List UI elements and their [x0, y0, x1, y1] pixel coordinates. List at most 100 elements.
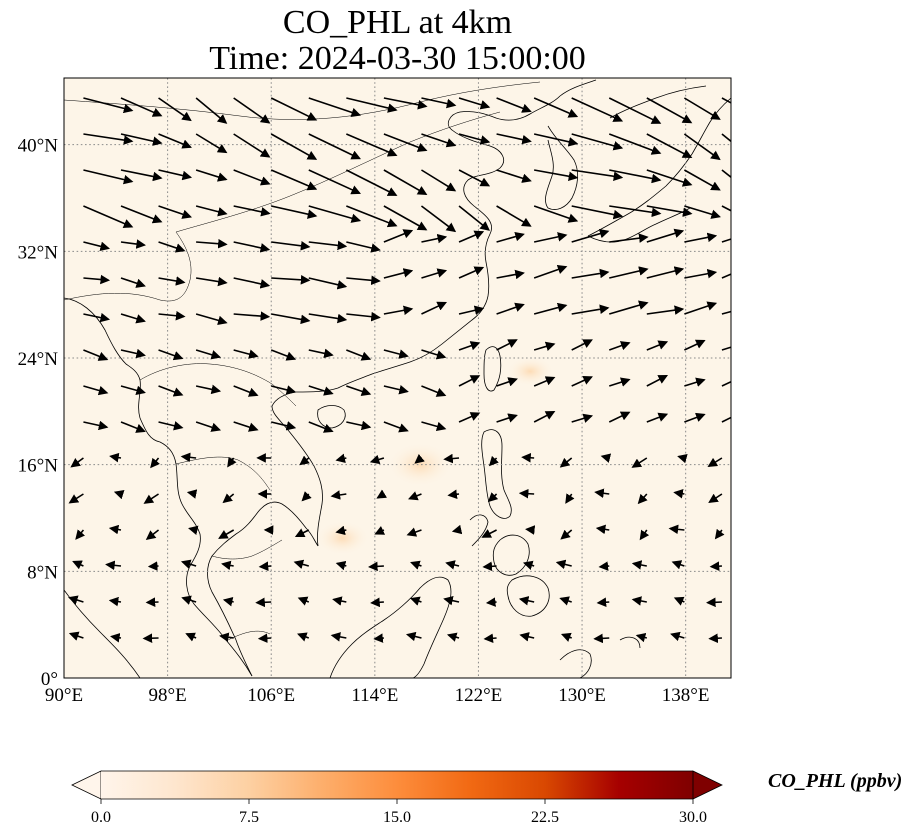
wind-vector [113, 490, 125, 500]
wind-vector [496, 133, 532, 145]
wind-vector [571, 205, 624, 220]
wind-vector [346, 97, 398, 113]
wind-vector [421, 169, 457, 192]
wind-vector [673, 596, 685, 606]
wind-vector [594, 488, 610, 499]
wind-vector [383, 305, 414, 316]
wind-vector [308, 421, 334, 433]
wind-vector [485, 597, 497, 607]
map-title-line2: Time: 2024-03-30 15:00:00 [209, 40, 586, 77]
wind-vector [488, 455, 499, 467]
wind-vector [458, 375, 481, 387]
lon-axis: 90°E 98°E 106°E 114°E 122°E 130°E 138°E [45, 685, 710, 706]
wind-vectors [68, 97, 731, 644]
colorbar-body [101, 771, 693, 799]
wind-vector [346, 385, 372, 396]
wind-vector [420, 205, 457, 233]
wind-vector [646, 412, 669, 423]
wind-vector [145, 529, 160, 540]
wind-vector [108, 524, 122, 535]
wind-vector [83, 205, 134, 228]
wind-vector [195, 349, 222, 360]
wind-vector [330, 490, 347, 500]
wind-vector [158, 133, 192, 149]
wind-vector [721, 273, 731, 279]
lat-tick-label: 24°N [18, 349, 59, 370]
wind-vector [521, 452, 535, 463]
wind-vector [571, 97, 624, 122]
wind-vector [646, 340, 669, 351]
map-title-line1: CO_PHL at 4km [282, 4, 513, 41]
wind-vector [186, 489, 198, 499]
wind-vector [195, 97, 228, 124]
wind-vector [646, 97, 693, 124]
wind-vector [458, 230, 485, 243]
wind-vector [668, 524, 685, 535]
wind-vector [233, 133, 271, 158]
wind-vector [70, 457, 84, 468]
wind-vector [195, 133, 228, 154]
wind-vector [185, 632, 197, 642]
wind-vector [421, 349, 447, 360]
wind-vector [181, 595, 197, 605]
wind-vector [270, 97, 318, 121]
wind-vector [110, 633, 122, 643]
wind-vector [346, 241, 381, 253]
wind-vector [683, 97, 721, 120]
wind-vector [308, 277, 348, 290]
wind-vector [671, 560, 685, 570]
wind-vector [346, 275, 381, 286]
wind-vector [105, 560, 122, 571]
wind-vector [443, 595, 460, 606]
wind-vector [368, 561, 384, 572]
wind-vector [308, 169, 362, 195]
wind-vector [631, 457, 648, 468]
wind-vector [158, 310, 186, 321]
wind-vector [335, 560, 347, 571]
wind-vector [458, 169, 491, 187]
wind-vector [609, 233, 649, 243]
wind-vector [294, 528, 310, 537]
wind-vector [708, 633, 722, 644]
wind-vector [68, 493, 84, 504]
wind-vector [271, 385, 297, 395]
wind-vector [714, 528, 725, 540]
lat-axis: 0° 8°N 16°N 24°N 32°N 40°N [18, 136, 59, 690]
wind-vector [683, 169, 721, 191]
wind-vector [518, 596, 535, 606]
wind-vector [458, 205, 490, 231]
wind-vector [376, 489, 388, 499]
wind-vector [120, 348, 146, 359]
wind-vector [684, 301, 718, 315]
wind-vector [571, 228, 610, 243]
wind-vector [335, 525, 347, 536]
wind-vector [533, 205, 579, 223]
colorbar-ticks: 0.0 7.5 15.0 22.5 30.0 [91, 799, 707, 826]
lon-tick-label: 130°E [558, 685, 606, 706]
wind-vector [410, 560, 422, 570]
colorbar-extend-max [692, 770, 723, 800]
wind-vector [496, 377, 518, 387]
wind-vector [346, 349, 372, 361]
wind-vector [684, 339, 706, 351]
wind-vector [219, 632, 234, 642]
lat-tick-label: 32°N [18, 242, 59, 263]
coastlines [64, 79, 731, 678]
wind-vector [670, 631, 685, 642]
wind-vector [345, 169, 398, 196]
wind-vector [609, 300, 649, 315]
wind-vector [301, 491, 312, 502]
wind-vector [383, 229, 414, 243]
wind-vector [596, 597, 610, 608]
wind-vector [383, 349, 409, 359]
wind-vector [120, 313, 146, 324]
wind-vector [270, 133, 318, 160]
wind-vector [233, 169, 271, 186]
wind-vector [684, 268, 718, 279]
wind-vector [68, 631, 84, 641]
wind-vector [533, 341, 556, 351]
wind-vector [83, 169, 134, 185]
wind-vector [195, 276, 228, 287]
wind-vector [609, 377, 631, 387]
